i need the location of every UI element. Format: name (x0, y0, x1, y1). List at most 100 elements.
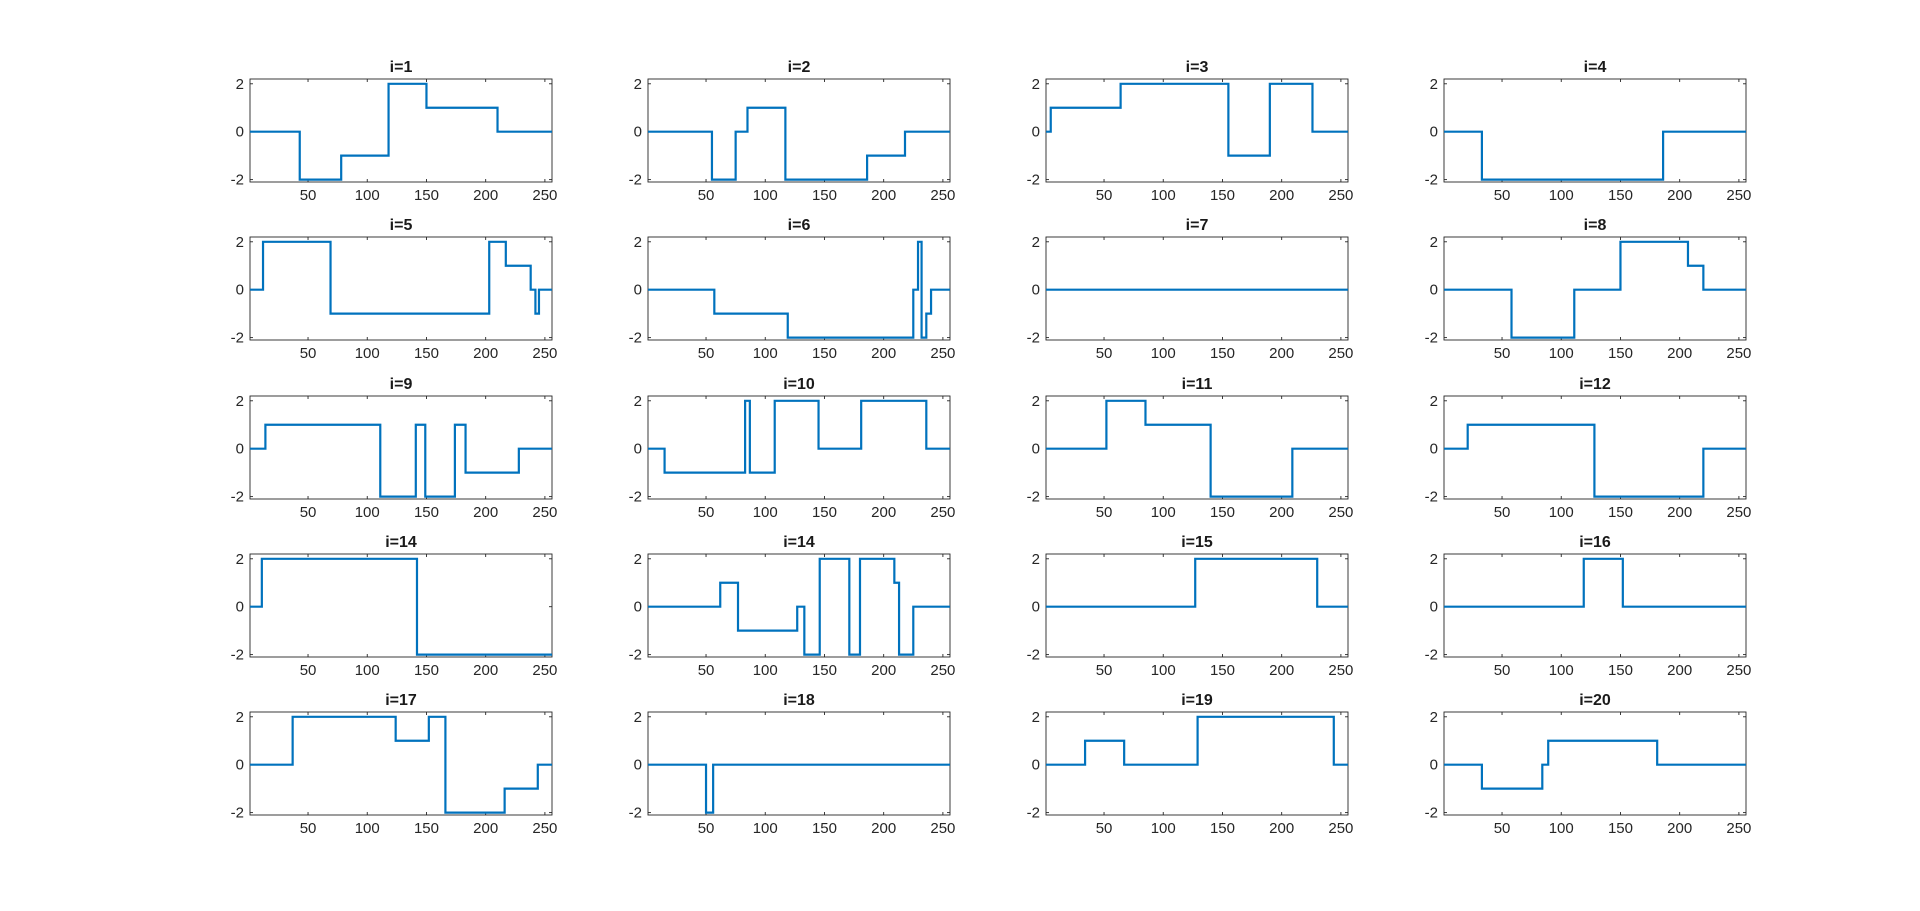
x-tick-label: 100 (1549, 504, 1574, 521)
subplot-3: i=3 50 100 150 200 250 -2 0 2 (1027, 59, 1354, 204)
series-line (1046, 715, 1348, 766)
x-tick-label: 200 (871, 187, 896, 204)
x-tick-label: 250 (1328, 662, 1353, 679)
series-line (648, 557, 950, 656)
x-tick-label: 100 (355, 662, 380, 679)
x-tick-label: 250 (532, 187, 557, 204)
x-tick-label: 150 (1608, 187, 1633, 204)
x-tick-label: 250 (1328, 504, 1353, 521)
y-tick-label: 0 (1032, 599, 1040, 616)
x-tick-label: 250 (1726, 662, 1751, 679)
x-tick-label: 50 (1494, 187, 1511, 204)
y-tick-label: 2 (1032, 393, 1040, 410)
x-tick-label: 100 (753, 504, 778, 521)
x-tick-label: 100 (753, 662, 778, 679)
x-tick-label: 100 (1549, 820, 1574, 837)
x-tick-label: 50 (1096, 187, 1113, 204)
axes-box (249, 553, 553, 658)
x-tick-label: 100 (1151, 187, 1176, 204)
x-tick-label: 100 (1151, 820, 1176, 837)
subplot-title: i=14 (783, 534, 815, 551)
subplot-title: i=14 (385, 534, 417, 551)
x-tick-label: 100 (355, 187, 380, 204)
subplot-title: i=12 (1579, 376, 1611, 393)
x-tick-label: 100 (1549, 662, 1574, 679)
x-tick-label: 50 (300, 820, 317, 837)
x-tick-label: 200 (473, 504, 498, 521)
series-line (648, 763, 950, 814)
series-line (1444, 130, 1746, 181)
axes-box (647, 711, 951, 816)
x-tick-label: 50 (698, 662, 715, 679)
x-tick-label: 50 (1096, 345, 1113, 362)
x-tick-label: 150 (1608, 662, 1633, 679)
y-tick-label: -2 (1425, 330, 1438, 347)
subplot-title: i=10 (783, 376, 815, 393)
y-tick-label: -2 (231, 172, 244, 189)
x-tick-label: 150 (1210, 504, 1235, 521)
axes-box (647, 395, 951, 500)
x-tick-label: 100 (355, 504, 380, 521)
series-line (648, 399, 950, 474)
x-tick-label: 50 (1494, 662, 1511, 679)
subplot-title: i=18 (783, 692, 815, 709)
x-tick-label: 50 (1096, 662, 1113, 679)
x-tick-label: 150 (812, 820, 837, 837)
subplot-6: i=6 50 100 150 200 250 -2 0 2 (629, 217, 956, 362)
y-tick-label: 2 (1430, 709, 1438, 726)
x-tick-label: 250 (532, 820, 557, 837)
y-tick-label: 0 (634, 757, 642, 774)
subplot-20: i=20 50 100 150 200 250 -2 0 2 (1425, 692, 1752, 837)
x-tick-label: 150 (1210, 820, 1235, 837)
y-tick-label: -2 (629, 489, 642, 506)
x-tick-label: 100 (753, 345, 778, 362)
y-tick-label: 0 (1430, 124, 1438, 141)
x-tick-label: 150 (1210, 187, 1235, 204)
y-tick-label: 2 (236, 234, 244, 251)
x-tick-label: 200 (1269, 345, 1294, 362)
y-tick-label: 0 (634, 599, 642, 616)
x-tick-label: 50 (1494, 504, 1511, 521)
x-tick-label: 250 (1726, 820, 1751, 837)
subplot-title: i=17 (385, 692, 417, 709)
y-tick-label: 2 (1430, 234, 1438, 251)
x-tick-label: 100 (1151, 504, 1176, 521)
y-tick-label: 0 (236, 757, 244, 774)
series-line (250, 715, 552, 814)
subplot-title: i=2 (788, 59, 811, 76)
x-tick-label: 150 (414, 187, 439, 204)
series-line (1046, 82, 1348, 157)
x-tick-label: 50 (300, 504, 317, 521)
y-tick-label: -2 (1027, 647, 1040, 664)
y-tick-label: 0 (236, 441, 244, 458)
subplot-title: i=8 (1584, 217, 1607, 234)
x-tick-label: 250 (930, 662, 955, 679)
x-tick-label: 100 (1151, 662, 1176, 679)
subplot-5: i=5 50 100 150 200 250 -2 0 2 (231, 217, 558, 362)
y-tick-label: 0 (1032, 124, 1040, 141)
axes-box (249, 711, 553, 816)
y-tick-label: 2 (634, 393, 642, 410)
subplot-title: i=9 (390, 376, 413, 393)
subplot-14: i=14 50 100 150 200 250 -2 0 2 (629, 534, 956, 679)
x-tick-label: 200 (1667, 820, 1692, 837)
x-tick-label: 200 (1269, 504, 1294, 521)
axes-box (1443, 236, 1747, 341)
y-tick-label: 2 (1032, 234, 1040, 251)
subplot-8: i=8 50 100 150 200 250 -2 0 2 (1425, 217, 1752, 362)
x-tick-label: 200 (1667, 504, 1692, 521)
axes-box (1045, 78, 1349, 183)
subplot-12: i=12 50 100 150 200 250 -2 0 2 (1425, 376, 1752, 521)
subplot-title: i=5 (390, 217, 413, 234)
subplot-18: i=18 50 100 150 200 250 -2 0 2 (629, 692, 956, 837)
series-line (1444, 557, 1746, 608)
y-tick-label: -2 (231, 330, 244, 347)
subplot-title: i=20 (1579, 692, 1611, 709)
axes-box (647, 236, 951, 341)
x-tick-label: 100 (1151, 345, 1176, 362)
subplot-title: i=1 (390, 59, 413, 76)
y-tick-label: 0 (1430, 599, 1438, 616)
x-tick-label: 50 (698, 345, 715, 362)
x-tick-label: 50 (300, 662, 317, 679)
